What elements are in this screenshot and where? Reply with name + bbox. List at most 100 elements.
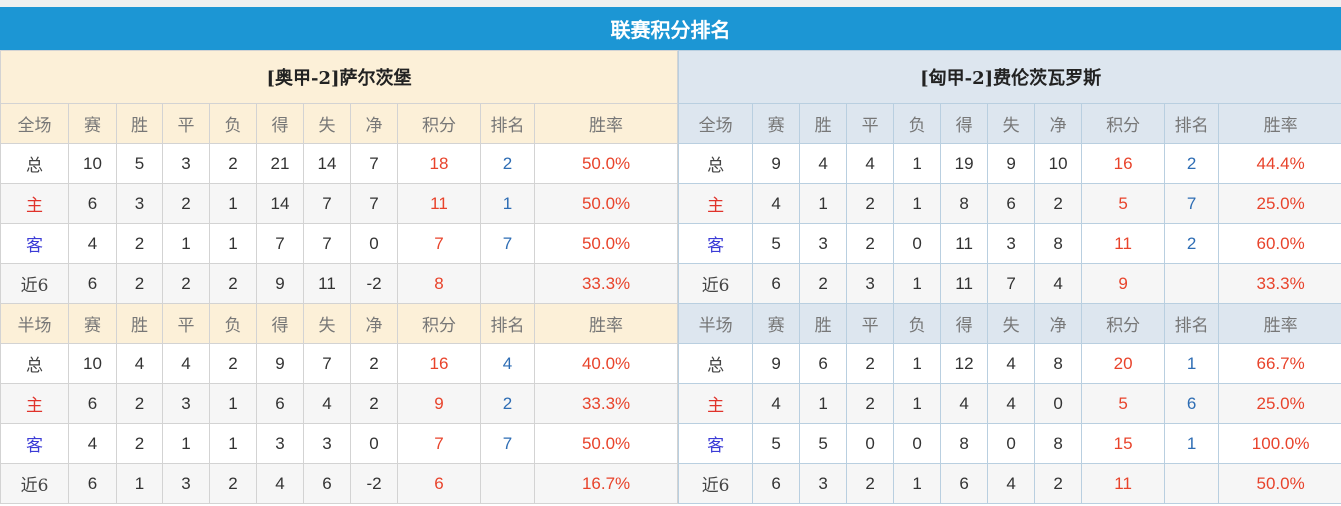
goals-against: 4 [987,383,1036,424]
row-label: 总 [0,343,69,384]
goals-against: 11 [303,263,351,304]
draws: 3 [162,463,210,504]
goals-for: 8 [940,183,989,224]
losses: 1 [893,183,942,224]
column-header: 平 [846,303,895,344]
wins: 1 [799,383,848,424]
column-header: 胜 [799,103,848,144]
played: 4 [752,183,801,224]
goal-diff: 0 [350,423,398,464]
column-header: 失 [303,303,351,344]
rank: 7 [1164,183,1220,224]
row-label: 客 [0,223,69,264]
column-header: 平 [162,303,210,344]
row-label: 总 [678,143,754,184]
losses: 1 [893,343,942,384]
played: 4 [752,383,801,424]
goal-diff: 10 [1034,143,1083,184]
goal-diff: 8 [1034,343,1083,384]
losses: 2 [209,463,257,504]
standings-tables: [奥甲-2]萨尔茨堡 全场赛胜平负得失净积分 排名 胜率总 10 5 3 2 21 14 7 18 2 5… [0,50,1341,504]
rank: 2 [1164,143,1220,184]
goal-diff: 4 [1034,263,1083,304]
column-header: 负 [209,303,257,344]
goals-for: 9 [256,343,304,384]
win-rate: 33.3% [533,263,679,304]
goals-for: 12 [940,343,989,384]
goals-against: 7 [303,223,351,264]
column-header: 积分 [1081,303,1166,344]
rank: 6 [1164,383,1220,424]
wins: 4 [799,143,848,184]
goals-against: 14 [303,143,351,184]
draws: 4 [846,143,895,184]
draws: 2 [846,223,895,264]
losses: 1 [209,183,257,224]
section-label: 半场 [678,303,754,344]
goals-against: 7 [987,263,1036,304]
wins: 5 [116,143,163,184]
rank: 2 [1164,223,1220,264]
played: 6 [752,263,801,304]
goal-diff: 0 [1034,383,1083,424]
draws: 1 [162,223,210,264]
away-team-table: [匈甲-2]费伦茨瓦罗斯 全场赛胜平负得失净积分 排名 胜率总 9 4 4 1 19 9 10 16 2… [678,50,1341,504]
wins: 2 [116,383,163,424]
points: 9 [1081,263,1166,304]
goals-for: 11 [940,263,989,304]
row-label: 总 [678,343,754,384]
column-header: 净 [1034,103,1083,144]
draws: 0 [846,423,895,464]
column-header: 胜率 [533,103,679,144]
column-header: 得 [256,103,304,144]
draws: 1 [162,423,210,464]
row-label: 客 [0,423,69,464]
goals-for: 4 [940,383,989,424]
draws: 2 [846,463,895,504]
goals-for: 19 [940,143,989,184]
column-header: 排名 [1164,303,1220,344]
win-rate: 60.0% [1218,223,1341,264]
column-header: 失 [987,103,1036,144]
column-header-row: 全场赛胜平负得失净积分 排名 胜率 [0,103,679,144]
win-rate: 25.0% [1218,383,1341,424]
points: 15 [1081,423,1166,464]
standings-panel: 联赛积分排名 [奥甲-2]萨尔茨堡 全场赛胜平负得失净积分 排名 胜率总 10 5 3 2 21… [0,7,1341,506]
row-label: 客 [678,423,754,464]
points: 9 [397,383,481,424]
team-name: [奥甲-2]萨尔茨堡 [0,50,679,104]
points: 11 [397,183,481,224]
column-header: 失 [303,103,351,144]
win-rate: 25.0% [1218,183,1341,224]
rank [480,263,535,304]
losses: 1 [209,223,257,264]
row-label: 主 [0,383,69,424]
played: 6 [68,463,117,504]
column-header: 得 [940,103,989,144]
draws: 2 [846,383,895,424]
win-rate: 50.0% [533,423,679,464]
draws: 3 [162,143,210,184]
losses: 1 [893,463,942,504]
win-rate: 40.0% [533,343,679,384]
column-header: 赛 [68,303,117,344]
column-header: 排名 [480,303,535,344]
goals-for: 8 [940,423,989,464]
section-label: 全场 [678,103,754,144]
draws: 2 [162,263,210,304]
table-row: 主 6 3 2 1 14 7 7 11 1 50.0% [0,183,679,224]
goal-diff: 7 [350,143,398,184]
win-rate: 44.4% [1218,143,1341,184]
played: 6 [752,463,801,504]
played: 4 [68,423,117,464]
column-header: 胜 [116,103,163,144]
table-row: 客 5 5 0 0 8 0 8 15 1 100.0% [678,423,1341,464]
losses: 1 [209,383,257,424]
rank [1164,463,1220,504]
rank: 1 [1164,343,1220,384]
column-header: 得 [940,303,989,344]
row-label: 客 [678,223,754,264]
points: 16 [397,343,481,384]
played: 5 [752,423,801,464]
losses: 1 [893,143,942,184]
